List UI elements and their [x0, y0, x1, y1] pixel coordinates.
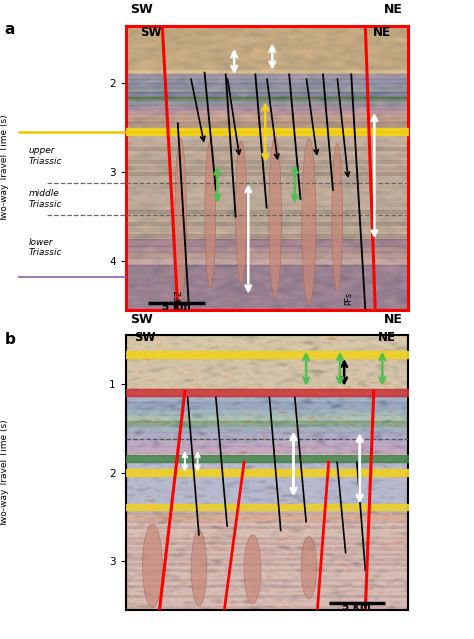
Text: NE: NE	[384, 3, 403, 16]
Text: middle
Triassic: middle Triassic	[28, 189, 62, 208]
Text: SW: SW	[140, 26, 161, 39]
Text: 5 km: 5 km	[162, 302, 191, 312]
Text: PFs: PFs	[345, 293, 354, 305]
Text: NE: NE	[378, 331, 396, 344]
Ellipse shape	[302, 139, 316, 305]
Text: 5 km: 5 km	[343, 602, 371, 612]
Ellipse shape	[191, 530, 207, 606]
Text: SW: SW	[130, 3, 153, 16]
Ellipse shape	[236, 141, 247, 283]
Ellipse shape	[205, 141, 216, 288]
Text: Two-way Travel Time (s): Two-way Travel Time (s)	[0, 419, 9, 527]
Text: upper
Triassic: upper Triassic	[28, 146, 62, 166]
Text: b: b	[5, 332, 16, 347]
Text: lower
Triassic: lower Triassic	[28, 238, 62, 258]
Text: a: a	[5, 22, 15, 37]
Ellipse shape	[301, 537, 317, 599]
Text: SW: SW	[134, 331, 155, 344]
Text: SW: SW	[130, 313, 153, 326]
Ellipse shape	[332, 144, 343, 292]
Text: NE: NE	[384, 313, 403, 326]
Ellipse shape	[269, 137, 282, 298]
Text: HFZ: HFZ	[174, 290, 183, 305]
Ellipse shape	[244, 535, 261, 604]
Text: NE: NE	[373, 26, 391, 39]
Ellipse shape	[175, 139, 187, 301]
Ellipse shape	[143, 524, 162, 608]
Text: Two-way Travel Time (s): Two-way Travel Time (s)	[0, 114, 9, 222]
